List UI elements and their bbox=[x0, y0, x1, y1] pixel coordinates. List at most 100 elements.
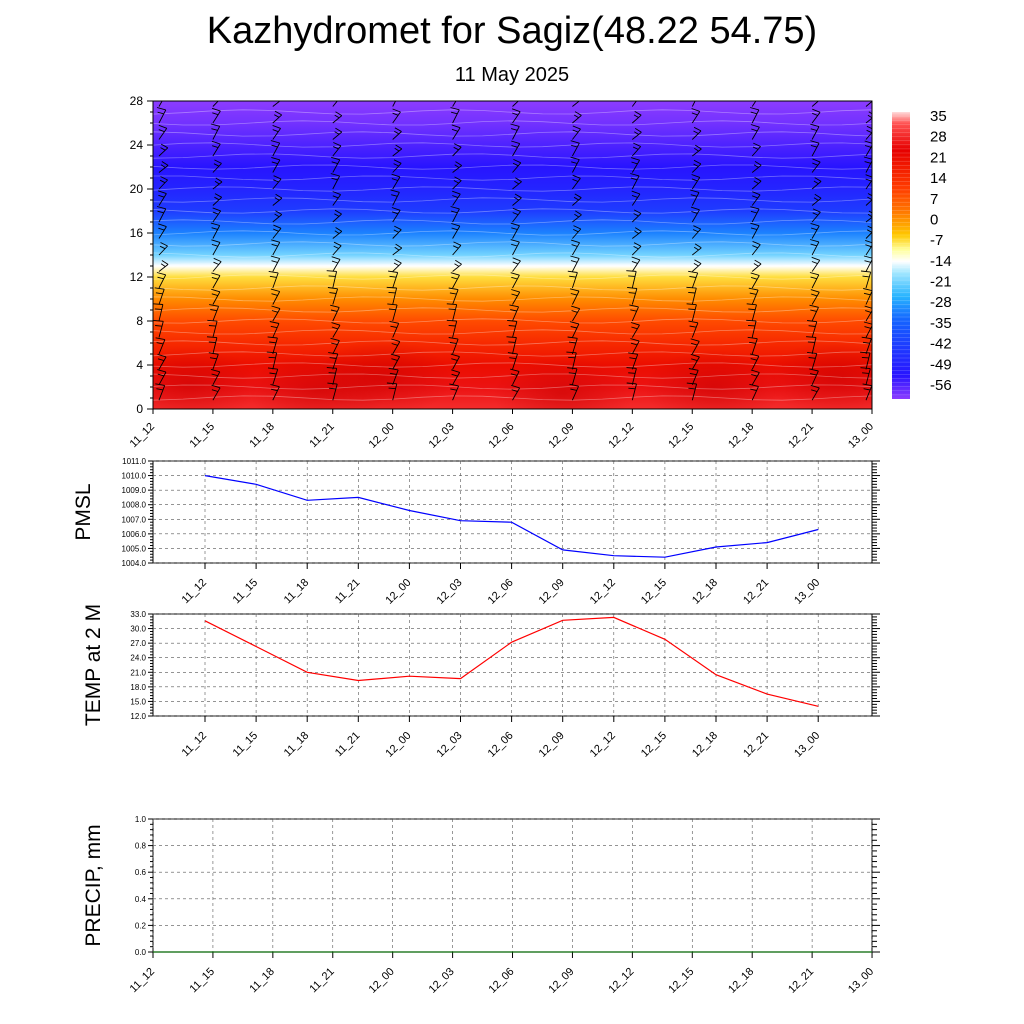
wind-barb bbox=[567, 367, 578, 385]
wind-barb bbox=[691, 101, 696, 107]
wind-barb bbox=[810, 140, 820, 157]
contour-line bbox=[153, 340, 872, 346]
contour-line bbox=[153, 230, 872, 236]
wind-barb bbox=[865, 239, 872, 256]
wind-barb bbox=[391, 173, 401, 190]
x-tick-label: 12_06 bbox=[486, 730, 516, 760]
colorbar-label: -42 bbox=[930, 336, 952, 353]
wind-barb bbox=[751, 259, 762, 272]
wind-barb bbox=[330, 337, 340, 355]
wind-barb bbox=[806, 336, 817, 355]
wind-barb bbox=[451, 223, 461, 239]
wind-barb bbox=[570, 255, 580, 272]
wind-barb bbox=[512, 101, 519, 107]
vertical-profile-panel: 0 4 8 12 16 20 24 28 11_12 11_15 11_18 11_21 12_00 12… bbox=[128, 94, 877, 451]
wind-barb bbox=[691, 108, 701, 124]
wind-barb bbox=[212, 257, 222, 272]
y-tick-label: 1011.0 bbox=[122, 457, 146, 466]
wind-barb bbox=[153, 319, 164, 338]
wind-barb bbox=[572, 174, 581, 190]
wind-barb bbox=[572, 125, 581, 140]
contour-line bbox=[153, 109, 872, 115]
wind-barb bbox=[452, 259, 462, 272]
colorbar-label: -28 bbox=[930, 294, 952, 311]
x-tick-label: 12_18 bbox=[690, 730, 720, 760]
heatmap-y-tick-label: 16 bbox=[130, 226, 144, 240]
wind-barb bbox=[158, 242, 168, 256]
wind-barb bbox=[388, 270, 399, 289]
wind-barb bbox=[272, 110, 283, 124]
wind-barb bbox=[211, 239, 221, 256]
wind-barb bbox=[811, 193, 822, 206]
warm-cores bbox=[153, 340, 872, 409]
wind-barb bbox=[157, 353, 167, 370]
x-tick-label: 11_15 bbox=[231, 730, 261, 760]
chart-title: Kazhydromet for Sagiz(48.22 54.75) bbox=[206, 10, 818, 52]
warm-core bbox=[153, 346, 259, 409]
wind-barb bbox=[750, 206, 760, 223]
wind-barb bbox=[512, 177, 522, 190]
contour-line bbox=[153, 384, 872, 390]
wind-barb bbox=[810, 289, 820, 305]
grid bbox=[153, 613, 872, 717]
y-tick-label: 0.6 bbox=[135, 868, 147, 877]
heatmap-x-tick-label: 12_15 bbox=[666, 421, 696, 451]
heatmap-x-tick-label: 11_12 bbox=[128, 421, 158, 451]
wind-barb bbox=[450, 272, 460, 289]
wind-barb bbox=[861, 336, 872, 355]
wind-barb bbox=[626, 270, 637, 289]
wind-barb bbox=[332, 111, 343, 124]
warm-core bbox=[492, 355, 633, 409]
wind-barb bbox=[811, 177, 822, 190]
wind-barb bbox=[271, 239, 281, 256]
wind-barb bbox=[811, 101, 820, 107]
wind-barb bbox=[211, 140, 221, 157]
wind-barb bbox=[511, 140, 521, 157]
wind-barb bbox=[572, 210, 582, 223]
wind-barb bbox=[208, 352, 219, 370]
wind-barb bbox=[266, 351, 278, 370]
x-tick-label: 12_12 bbox=[606, 966, 636, 996]
wind-barb bbox=[569, 321, 580, 338]
wind-barb bbox=[391, 207, 401, 223]
contour-line bbox=[153, 131, 872, 137]
wind-barb bbox=[569, 383, 580, 401]
wind-barb bbox=[158, 101, 163, 107]
wind-barb bbox=[157, 223, 167, 239]
wind-barb bbox=[572, 111, 582, 124]
wind-barb bbox=[206, 336, 218, 355]
heatmap-x-tick-label: 12_06 bbox=[487, 421, 517, 451]
wind-barb bbox=[691, 259, 702, 272]
wind-barb bbox=[158, 260, 169, 272]
wind-barbs bbox=[153, 101, 872, 401]
grid bbox=[153, 460, 872, 564]
wind-barb bbox=[690, 338, 700, 355]
heatmap-y-tick-label: 0 bbox=[136, 402, 143, 416]
wind-barb bbox=[809, 272, 820, 289]
x-tick-label: 12_18 bbox=[726, 966, 756, 996]
contour-line bbox=[153, 241, 872, 247]
contour-line bbox=[153, 263, 872, 269]
colorbar-label: -49 bbox=[930, 356, 952, 373]
wind-barb bbox=[686, 286, 697, 305]
wind-barb bbox=[750, 124, 760, 140]
colorbar-bands bbox=[892, 115, 910, 396]
wind-barb bbox=[511, 289, 521, 305]
wind-barb bbox=[212, 101, 219, 107]
wind-barb bbox=[386, 286, 398, 305]
wind-barb bbox=[807, 320, 818, 338]
wind-barb bbox=[686, 303, 697, 322]
panel-frame bbox=[152, 460, 873, 564]
y-tick-label: 1006.0 bbox=[122, 530, 147, 539]
wind-barb bbox=[269, 321, 280, 338]
y-tick-label: 1010.0 bbox=[122, 472, 147, 481]
colorbar-fill bbox=[892, 112, 910, 399]
x-tick-label: 11_21 bbox=[333, 577, 363, 607]
heatmap-x-tick-label: 13_00 bbox=[846, 421, 876, 451]
wind-barb bbox=[330, 304, 340, 322]
heatmap-y-tick-label: 12 bbox=[130, 270, 144, 284]
wind-barb bbox=[158, 176, 168, 190]
wind-barb bbox=[691, 174, 701, 190]
wind-barb bbox=[809, 304, 819, 322]
wind-barb bbox=[691, 126, 702, 140]
